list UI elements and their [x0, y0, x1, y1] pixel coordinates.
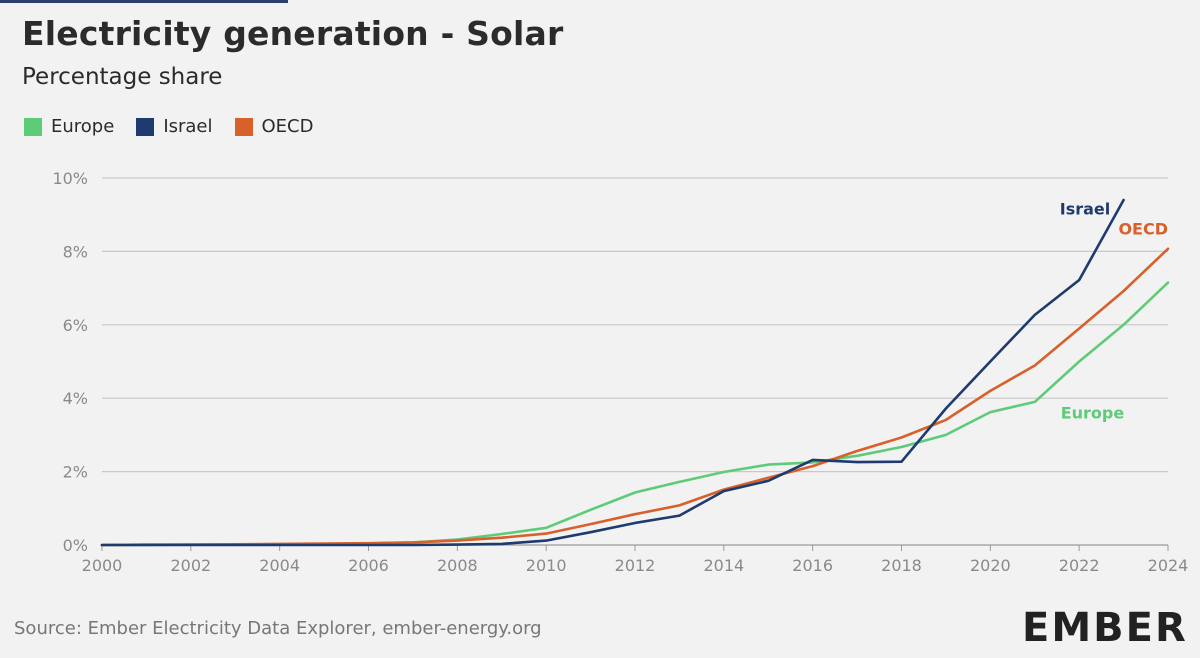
end-label-europe: Europe: [1061, 403, 1125, 422]
legend-item-israel[interactable]: Israel: [136, 116, 213, 137]
top-accent-bar: [0, 0, 288, 3]
x-tick-label: 2006: [348, 556, 389, 575]
legend-label-israel: Israel: [163, 116, 213, 137]
series-line-oecd: [100, 247, 1170, 547]
x-tick-label: 2012: [615, 556, 656, 575]
chart-subtitle: Percentage share: [22, 64, 223, 90]
legend-swatch-oecd: [234, 117, 253, 136]
line-chart: 0% 2% 4% 6% 8% 10% 2000 2002 2004 2006 2008 2010 201…: [52, 169, 1189, 575]
x-tick-label: 2014: [703, 556, 744, 575]
x-tick-label: 2024: [1148, 556, 1189, 575]
y-tick-label: 6%: [63, 316, 88, 335]
series-line-israel: [100, 198, 1125, 547]
y-tick-label: 10%: [52, 169, 88, 188]
y-tick-label: 0%: [63, 536, 88, 555]
end-label-israel: Israel: [1060, 200, 1111, 219]
legend-swatch-israel: [136, 117, 155, 136]
end-label-oecd: OECD: [1118, 220, 1168, 239]
series-line-europe: [100, 281, 1170, 547]
legend-item-oecd[interactable]: OECD: [234, 116, 314, 137]
x-tick-label: 2002: [170, 556, 211, 575]
x-tick-label: 2020: [970, 556, 1011, 575]
y-tick-label: 4%: [63, 389, 88, 408]
x-tick-label: 2010: [526, 556, 567, 575]
x-tick-label: 2008: [437, 556, 478, 575]
x-tick-label: 2016: [792, 556, 833, 575]
legend: Europe Israel OECD: [24, 116, 314, 137]
source-note: Source: Ember Electricity Data Explorer,…: [14, 618, 542, 639]
x-tick-label: 2000: [82, 556, 123, 575]
y-tick-label: 2%: [63, 463, 88, 482]
x-tick-label: 2004: [259, 556, 300, 575]
x-tick-label: 2022: [1059, 556, 1100, 575]
x-tick-label: 2018: [881, 556, 922, 575]
ember-logo: EMBER: [1022, 605, 1188, 651]
legend-label-europe: Europe: [51, 116, 115, 137]
legend-label-oecd: OECD: [261, 116, 314, 137]
y-tick-label: 8%: [63, 242, 88, 261]
legend-item-europe[interactable]: Europe: [24, 116, 114, 137]
legend-swatch-europe: [24, 117, 42, 136]
chart-title: Electricity generation - Solar: [22, 14, 564, 53]
